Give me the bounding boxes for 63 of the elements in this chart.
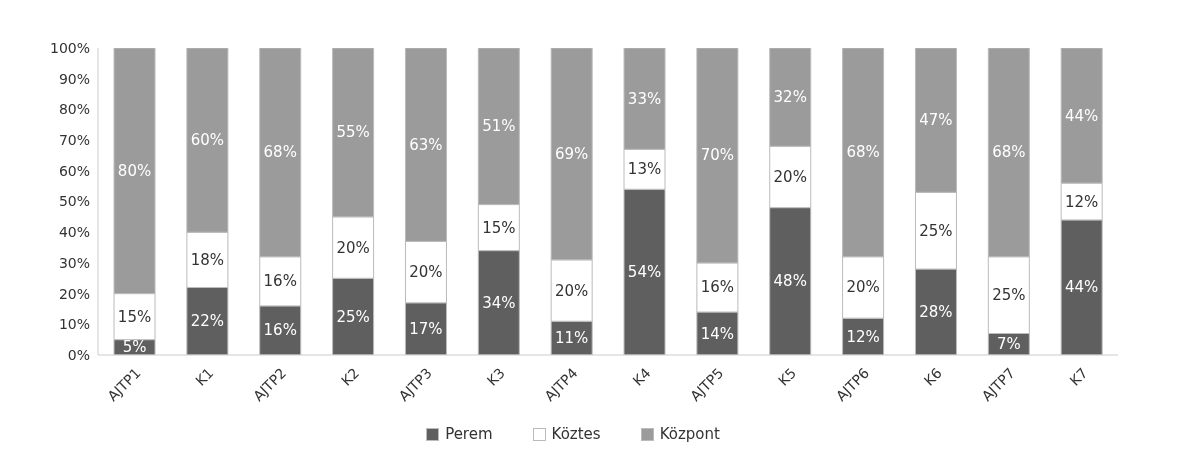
data-label: 68% xyxy=(846,143,880,162)
data-label: 15% xyxy=(117,307,152,326)
data-label: 25% xyxy=(336,307,370,326)
data-label: 55% xyxy=(336,123,370,142)
data-label: 16% xyxy=(263,272,297,291)
data-label: 12% xyxy=(1065,192,1099,211)
data-label: 14% xyxy=(700,324,735,343)
y-tick-label: 0% xyxy=(67,346,90,363)
data-label: 44% xyxy=(1065,106,1099,125)
data-label: 48% xyxy=(773,272,807,291)
legend-label: Központ xyxy=(659,425,720,443)
x-tick-label: K7 xyxy=(1066,364,1091,389)
y-tick-label: 100% xyxy=(49,39,90,56)
data-label: 80% xyxy=(117,161,152,180)
data-label: 16% xyxy=(263,321,297,340)
y-tick-label: 30% xyxy=(58,254,90,271)
data-label: 20% xyxy=(409,263,443,282)
data-label: 28% xyxy=(919,303,953,322)
data-label: 63% xyxy=(409,135,443,154)
data-label: 25% xyxy=(919,221,953,240)
data-label: 5% xyxy=(122,338,147,357)
data-label: 18% xyxy=(190,250,225,269)
data-label: 16% xyxy=(700,278,735,297)
y-tick-label: 40% xyxy=(58,224,90,241)
data-label: 7% xyxy=(996,335,1021,354)
y-tick-label: 10% xyxy=(58,316,90,333)
x-tick-label: K4 xyxy=(629,364,654,389)
data-label: 22% xyxy=(190,312,225,331)
y-tick-label: 20% xyxy=(58,285,90,302)
legend-label: Köztes xyxy=(551,425,601,443)
data-label: 12% xyxy=(846,327,880,346)
data-label: 51% xyxy=(482,117,516,136)
data-label: 17% xyxy=(409,319,443,338)
data-label: 44% xyxy=(1065,278,1099,297)
x-tick-label: K3 xyxy=(483,364,508,389)
data-label: 15% xyxy=(482,218,516,237)
data-label: 33% xyxy=(627,89,662,108)
data-label: 47% xyxy=(919,111,953,130)
data-label: 70% xyxy=(700,146,735,165)
data-label: 68% xyxy=(992,143,1026,162)
data-label: 69% xyxy=(555,144,589,163)
data-label: 20% xyxy=(773,167,807,186)
data-label: 11% xyxy=(555,329,589,348)
data-label: 20% xyxy=(846,278,880,297)
y-tick-label: 70% xyxy=(58,132,90,149)
data-label: 32% xyxy=(773,88,807,107)
data-label: 20% xyxy=(336,238,370,257)
y-tick-label: 90% xyxy=(58,70,90,87)
y-tick-label: 80% xyxy=(58,101,90,118)
x-tick-label: K5 xyxy=(775,364,800,389)
data-label: 34% xyxy=(482,293,516,312)
x-tick-label: K6 xyxy=(920,364,946,389)
legend-label: Perem xyxy=(445,425,493,443)
x-tick-label: K1 xyxy=(192,364,217,389)
data-label: 60% xyxy=(190,131,225,150)
data-label: 13% xyxy=(627,160,662,179)
data-label: 68% xyxy=(263,143,297,162)
y-tick-label: 50% xyxy=(58,193,90,210)
y-tick-label: 60% xyxy=(58,162,90,179)
data-label: 54% xyxy=(627,263,662,282)
x-tick-label: K2 xyxy=(338,364,363,389)
data-label: 25% xyxy=(992,286,1026,305)
data-label: 20% xyxy=(555,281,589,300)
